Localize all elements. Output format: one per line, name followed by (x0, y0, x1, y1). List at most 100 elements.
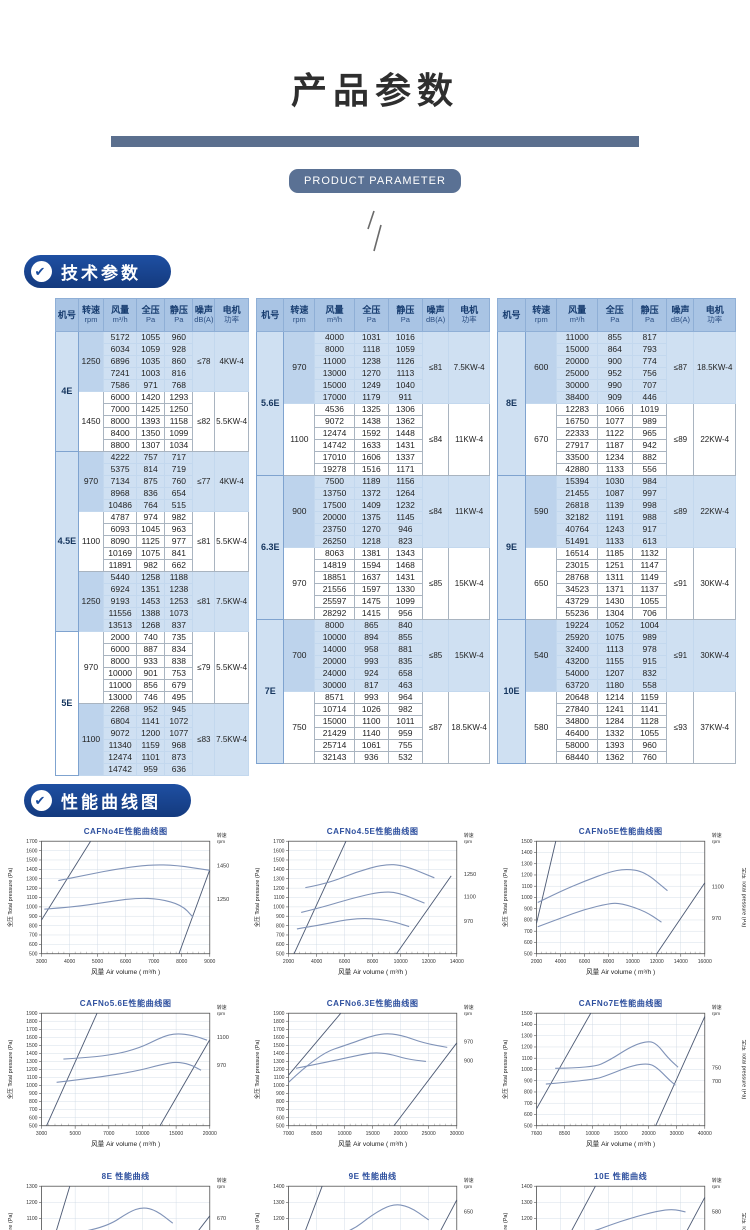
static-pressure-cell: 982 (164, 511, 194, 524)
total-pressure-cell: 1087 (596, 487, 633, 500)
static-pressure-cell: 911 (387, 391, 423, 404)
table-row: 63720 1180 558 (498, 679, 736, 692)
column-header: 转速 rpm (77, 298, 105, 332)
table-row: 20000 1375 1145 (257, 511, 490, 524)
static-pressure-cell: 881 (387, 643, 423, 656)
power-cell: 18.5KW-4 (693, 331, 736, 404)
curve-1450rpm (58, 864, 210, 882)
svg-text:1300: 1300 (26, 876, 37, 882)
static-pressure-cell: 1238 (164, 583, 194, 596)
column-header: 风量 m³/h (556, 298, 598, 332)
table-row: 21556 1597 1330 (257, 583, 490, 596)
total-pressure-cell: 1030 (596, 475, 633, 488)
svg-text:670: 670 (217, 1216, 226, 1222)
svg-text:转速: 转速 (217, 1004, 227, 1011)
power-cell: 30KW-4 (693, 619, 736, 692)
svg-text:1100: 1100 (521, 884, 532, 890)
svg-text:700: 700 (712, 1079, 721, 1085)
speed-cell: 600 (525, 331, 558, 404)
svg-text:转速: 转速 (712, 832, 722, 839)
table-row: 1100 4787 974 982 ≤81 5.5KW-4 (56, 511, 249, 572)
power-cell: 11KW-4 (448, 403, 490, 476)
volume-cell: 17010 (314, 451, 355, 464)
svg-text:500: 500 (276, 1124, 285, 1130)
total-pressure-cell: 1637 (353, 571, 389, 584)
total-pressure-cell: 993 (353, 691, 389, 704)
static-pressure-cell: 654 (164, 487, 194, 500)
volume-cell: 10169 (103, 547, 137, 560)
total-pressure-cell: 1113 (596, 643, 633, 656)
static-pressure-cell: 998 (631, 499, 668, 512)
svg-text:全压 Total pressure (Pa): 全压 Total pressure (Pa) (501, 867, 509, 927)
table-row: 34800 1284 1128 (498, 715, 736, 728)
total-pressure-cell: 1241 (596, 703, 633, 716)
table-row: 4E 1250 5172 1055 960 ≤78 4KW-4 (55, 331, 249, 452)
svg-text:1600: 1600 (26, 1035, 37, 1041)
svg-text:2000: 2000 (531, 959, 542, 965)
table-row: 670 12283 1066 1019 ≤89 22KW-4 (498, 403, 736, 476)
speed-cell: 1100 (283, 403, 316, 476)
total-pressure-cell: 959 (135, 763, 166, 776)
total-pressure-cell: 958 (353, 643, 389, 656)
curve-1250rpm (44, 897, 194, 918)
total-pressure-cell: 1430 (596, 595, 633, 608)
svg-text:900: 900 (524, 1079, 533, 1085)
column-header: 电机 功率 (448, 298, 490, 332)
total-pressure-cell: 990 (596, 379, 633, 392)
total-pressure-cell: 1180 (596, 679, 633, 692)
table-row: 34523 1371 1137 (498, 583, 736, 596)
svg-text:800: 800 (276, 1100, 285, 1106)
static-pressure-cell: 755 (387, 739, 423, 752)
column-header: 电机 功率 (693, 298, 736, 332)
svg-text:5000: 5000 (70, 1131, 81, 1137)
static-pressure-cell: 658 (387, 667, 423, 680)
static-pressure-cell: 1264 (387, 487, 423, 500)
volume-cell: 4000 (314, 331, 355, 344)
table-row: 1250 5440 1258 1188 ≤81 7.5KW-4 (56, 571, 249, 632)
volume-cell: 32143 (314, 751, 355, 764)
performance-chart-svg: CAFNo5E性能曲线图 500 600 700 800 900 1000 1100 1200 1… (501, 826, 746, 976)
svg-text:500: 500 (524, 951, 533, 957)
volume-cell: 34523 (556, 583, 598, 596)
noise-cell: ≤78 (192, 331, 216, 392)
svg-text:580: 580 (712, 1209, 721, 1215)
noise-cell: ≤81 (192, 511, 216, 572)
table-row: 4.5E 970 4222 757 717 ≤77 4KW-4 (55, 451, 249, 632)
table-row: 7000 1425 1250 (56, 403, 249, 416)
total-pressure-cell: 1633 (353, 439, 389, 452)
volume-cell: 16514 (556, 547, 598, 560)
speed-cell: 970 (283, 547, 316, 620)
svg-text:转速: 转速 (217, 832, 227, 839)
table-row: 24000 924 658 (257, 667, 490, 680)
volume-cell: 30000 (314, 679, 355, 692)
static-pressure-cell: 817 (631, 331, 668, 344)
column-header: 静压 Pa (631, 298, 668, 332)
svg-text:10E 性能曲线: 10E 性能曲线 (594, 1171, 647, 1181)
svg-text:风量 Air volume ( m³/h ): 风量 Air volume ( m³/h ) (586, 968, 655, 976)
volume-cell: 7000 (103, 403, 137, 416)
svg-text:12000: 12000 (422, 959, 436, 965)
total-pressure-cell: 1372 (353, 487, 389, 500)
svg-text:700: 700 (276, 1108, 285, 1114)
volume-cell: 22333 (556, 427, 598, 440)
column-header: 噪声 dB(A) (666, 298, 695, 332)
volume-cell: 8063 (314, 547, 355, 560)
svg-text:700: 700 (524, 1101, 533, 1107)
svg-text:全压 Total pressure (Pa): 全压 Total pressure (Pa) (740, 1040, 746, 1100)
static-pressure-cell: 1158 (164, 415, 194, 428)
tech-section-pill: ✔ 技术参数 (24, 255, 171, 288)
svg-text:1300: 1300 (274, 1200, 285, 1206)
svg-text:600: 600 (524, 1112, 533, 1118)
svg-text:全压 Total pressure (Pa): 全压 Total pressure (Pa) (501, 1040, 509, 1100)
static-pressure-cell: 989 (631, 415, 668, 428)
column-header: 机号 (55, 298, 79, 332)
total-pressure-cell: 836 (135, 487, 166, 500)
volume-cell: 20000 (314, 511, 355, 524)
svg-text:CAFNo4.5E性能曲线图: CAFNo4.5E性能曲线图 (327, 826, 419, 836)
noise-cell: ≤84 (421, 403, 450, 476)
svg-text:1400: 1400 (274, 867, 285, 873)
curve-970rpm (288, 1033, 448, 1084)
table-row: 8E 600 11000 855 817 ≤87 18.5KW-4 (496, 331, 736, 476)
speed-cell: 1100 (77, 703, 105, 776)
total-pressure-cell: 1234 (596, 451, 633, 464)
